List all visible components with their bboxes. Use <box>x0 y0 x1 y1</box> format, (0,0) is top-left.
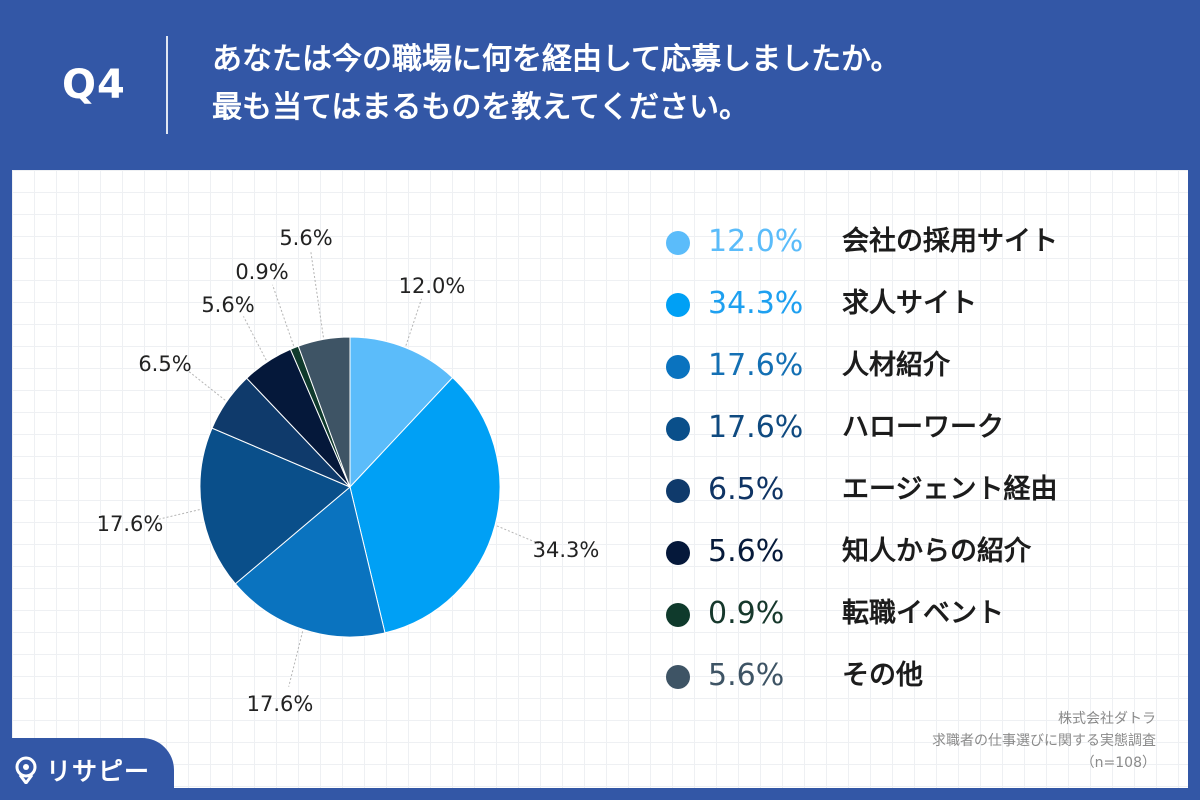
leader-line-5 <box>187 370 226 401</box>
pie-slice-4 <box>199 427 351 585</box>
legend-swatch-1 <box>666 231 690 255</box>
legend-item-3: 17.6% 人材紹介 <box>660 346 1120 386</box>
legend-swatch-3 <box>666 355 690 379</box>
pie-slice-3 <box>234 486 386 638</box>
brand-badge: リサピー <box>0 738 174 800</box>
legend-value-8: 5.6% <box>708 658 785 693</box>
question-line-2: 最も当てはまるものを教えてください。 <box>212 90 749 125</box>
legend-item-2: 34.3% 求人サイト <box>660 284 1120 324</box>
pie-slice-2 <box>349 376 501 634</box>
leader-line-1 <box>405 298 422 346</box>
pie-value-label-3: 17.6% <box>247 692 314 716</box>
legend-label-7: 転職イベント <box>842 598 1004 629</box>
pie-value-label-2: 34.3% <box>533 538 600 562</box>
leader-line-7 <box>272 284 295 346</box>
pie-value-labels: 12.0% 34.3% 17.6% 17.6% 6.5% 5.6% 0.9% 5.6% <box>97 226 600 716</box>
question-text: あなたは今の職場に何を経由して応募しましたか。 最も当てはまるものを教えてくださ… <box>212 36 901 132</box>
leader-line-4 <box>157 509 200 520</box>
legend-swatch-2 <box>666 293 690 317</box>
brand-name: リサピー <box>46 757 151 786</box>
legend-item-8: 5.6% その他 <box>660 656 1120 696</box>
legend-swatch-8 <box>666 665 690 689</box>
pie-slice-1 <box>349 336 454 489</box>
header-divider <box>166 36 168 134</box>
question-number: Q4 <box>62 62 126 108</box>
source-note: 株式会社ダトラ 求職者の仕事選びに関する実態調査 （n=108） <box>932 708 1156 774</box>
leader-line-8 <box>310 251 324 338</box>
legend-value-1: 12.0% <box>708 224 804 259</box>
pie-value-label-4: 17.6% <box>97 512 164 536</box>
legend-swatch-6 <box>666 541 690 565</box>
legend-value-2: 34.3% <box>708 286 804 321</box>
legend-item-7: 0.9% 転職イベント <box>660 594 1120 634</box>
legend-swatch-7 <box>666 603 690 627</box>
pie-value-label-7: 0.9% <box>235 260 288 284</box>
legend-label-1: 会社の採用サイト <box>842 226 1058 257</box>
legend-label-3: 人材紹介 <box>842 350 950 381</box>
legend-value-7: 0.9% <box>708 596 785 631</box>
legend-item-1: 12.0% 会社の採用サイト <box>660 222 1120 262</box>
pie-leader-lines <box>157 251 540 687</box>
location-pin-icon <box>15 756 37 784</box>
source-sample: （n=108） <box>1080 755 1156 771</box>
legend-value-3: 17.6% <box>708 348 804 383</box>
legend-label-8: その他 <box>842 660 923 691</box>
header: Q4 あなたは今の職場に何を経由して応募しましたか。 最も当てはまるものを教えて… <box>0 0 1200 168</box>
question-line-1: あなたは今の職場に何を経由して応募しましたか。 <box>212 42 901 77</box>
pie-value-label-5: 6.5% <box>138 352 191 376</box>
pie-value-label-6: 5.6% <box>201 293 254 317</box>
pie-value-label-1: 12.0% <box>399 274 466 298</box>
legend-value-4: 17.6% <box>708 410 804 445</box>
pie-slices <box>199 336 501 638</box>
legend-value-6: 5.6% <box>708 534 785 569</box>
legend-item-5: 6.5% エージェント経由 <box>660 470 1120 510</box>
source-company: 株式会社ダトラ <box>1058 711 1156 727</box>
source-survey: 求職者の仕事選びに関する実態調査 <box>932 733 1156 749</box>
legend-value-5: 6.5% <box>708 472 785 507</box>
legend-swatch-4 <box>666 417 690 441</box>
legend-label-2: 求人サイト <box>842 288 977 319</box>
leader-line-6 <box>243 316 267 361</box>
legend-label-5: エージェント経由 <box>842 474 1058 505</box>
legend-swatch-5 <box>666 479 690 503</box>
legend-item-4: 17.6% ハローワーク <box>660 408 1120 448</box>
legend-label-4: ハローワーク <box>842 412 1004 443</box>
chart-card: 12.0% 34.3% 17.6% 17.6% 6.5% 5.6% 0.9% 5.6% 12.… <box>12 170 1188 788</box>
pie-value-label-8: 5.6% <box>279 226 332 250</box>
pie-slice-8 <box>297 336 351 488</box>
leader-line-3 <box>288 631 304 687</box>
legend-label-6: 知人からの紹介 <box>842 536 1031 567</box>
legend-item-6: 5.6% 知人からの紹介 <box>660 532 1120 572</box>
pie-chart: 12.0% 34.3% 17.6% 17.6% 6.5% 5.6% 0.9% 5.6% <box>97 226 600 716</box>
